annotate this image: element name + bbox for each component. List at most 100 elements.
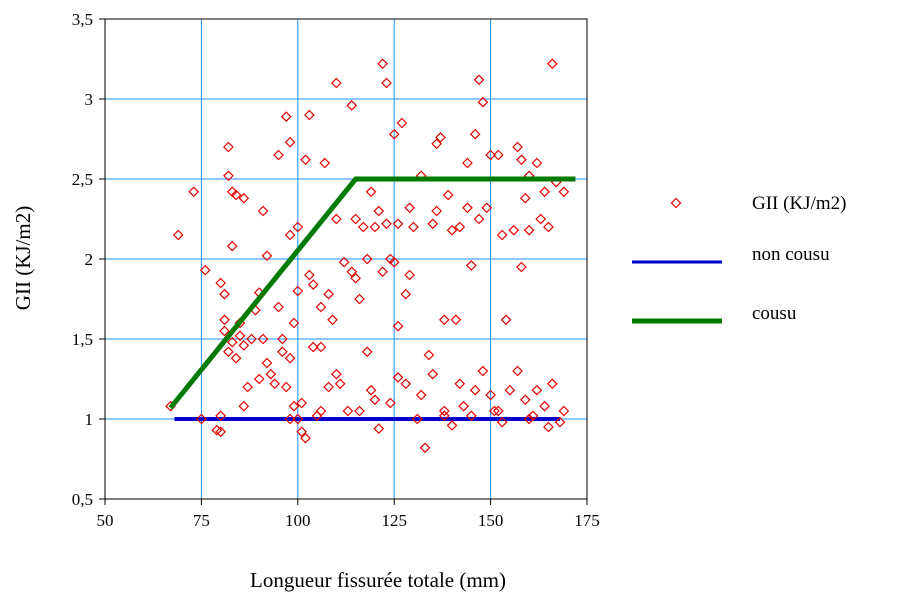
- data-point: [404, 202, 415, 214]
- data-point: [377, 58, 388, 70]
- y-axis-title: GII (KJ/m2): [11, 206, 35, 310]
- y-tick-label: 2: [85, 250, 94, 269]
- data-point: [327, 314, 338, 326]
- data-point: [280, 381, 292, 393]
- data-point: [446, 224, 458, 236]
- data-point: [219, 288, 230, 300]
- data-point: [265, 368, 277, 380]
- data-point: [292, 285, 304, 297]
- data-point: [361, 346, 373, 358]
- plot-frame: [104, 18, 588, 500]
- data-point: [438, 314, 450, 326]
- data-point: [516, 154, 527, 166]
- data-point: [323, 288, 334, 300]
- data-point: [388, 128, 400, 140]
- y-tick-label: 2,5: [72, 170, 93, 189]
- data-point: [269, 378, 281, 390]
- data-point: [396, 117, 408, 129]
- data-point: [438, 405, 450, 417]
- legend-label-cousu: cousu: [752, 303, 797, 324]
- data-point: [388, 256, 400, 268]
- data-point: [465, 260, 477, 271]
- data-point: [516, 261, 527, 273]
- data-point: [543, 421, 554, 433]
- data-point: [354, 293, 365, 305]
- axes: [99, 18, 588, 505]
- data-point: [350, 213, 361, 225]
- data-point: [558, 405, 570, 417]
- data-point: [331, 77, 342, 89]
- x-tick-label: 150: [478, 511, 504, 530]
- legend: GII (KJ/m2) non cousu cousu: [632, 193, 846, 324]
- data-point: [469, 128, 481, 140]
- data-point: [415, 389, 427, 401]
- data-point: [315, 341, 327, 353]
- data-point: [477, 96, 489, 108]
- data-point: [462, 157, 473, 169]
- data-point: [492, 149, 504, 161]
- data-point: [346, 100, 358, 111]
- y-tick-label: 3: [85, 90, 94, 109]
- data-point: [223, 170, 234, 182]
- data-point: [188, 186, 200, 198]
- data-point: [292, 221, 304, 233]
- data-point: [242, 381, 254, 393]
- data-point: [427, 368, 439, 380]
- y-tick-label: 1,5: [72, 330, 93, 349]
- data-point: [492, 405, 504, 417]
- data-point: [369, 221, 381, 233]
- y-tick-label: 1: [85, 410, 94, 429]
- data-point: [307, 341, 319, 353]
- y-tick-label: 3,5: [72, 10, 93, 29]
- data-point: [300, 154, 311, 166]
- data-point: [539, 186, 550, 198]
- data-point: [319, 157, 331, 169]
- data-point: [323, 381, 334, 393]
- data-point: [346, 266, 358, 278]
- data-point: [246, 333, 257, 345]
- data-point: [392, 218, 404, 230]
- data-point: [284, 136, 296, 148]
- data-point: [404, 269, 415, 281]
- data-point: [469, 384, 481, 396]
- x-axis-title: Longueur fissurée totale (mm): [250, 568, 506, 592]
- data-point: [304, 269, 315, 281]
- data-point: [257, 333, 269, 345]
- x-tick-label: 125: [381, 511, 407, 530]
- data-point: [531, 384, 543, 396]
- x-tick-label: 75: [193, 511, 210, 530]
- data-point: [373, 423, 385, 434]
- data-point: [361, 253, 373, 265]
- data-point: [199, 264, 211, 276]
- data-point: [273, 149, 284, 161]
- data-point: [223, 346, 234, 358]
- data-point: [384, 253, 396, 265]
- data-point: [411, 413, 423, 425]
- data-point: [519, 192, 531, 204]
- data-point: [296, 397, 308, 409]
- data-point: [211, 424, 223, 436]
- data-point: [315, 301, 327, 313]
- data-point: [427, 218, 439, 230]
- data-point: [496, 229, 508, 241]
- series-line-cousu: [168, 176, 576, 410]
- data-point: [288, 317, 300, 329]
- data-point: [546, 58, 558, 70]
- data-point: [342, 405, 354, 417]
- data-point: [331, 368, 342, 380]
- data-point: [381, 77, 392, 89]
- data-point: [531, 157, 543, 169]
- data-point: [307, 279, 319, 290]
- data-point: [381, 218, 392, 230]
- data-point: [485, 149, 496, 161]
- data-point: [512, 141, 523, 153]
- data-point: [392, 320, 404, 332]
- data-point: [400, 288, 412, 300]
- data-point: [300, 432, 311, 444]
- data-point: [473, 213, 485, 225]
- tick-labels: 50 75 100 125 150 175 0,5 1 1,5 2 2,5 3 3,5: [72, 10, 600, 530]
- data-point: [523, 224, 535, 236]
- data-point: [554, 416, 566, 428]
- data-point: [543, 221, 554, 233]
- data-point: [196, 413, 207, 425]
